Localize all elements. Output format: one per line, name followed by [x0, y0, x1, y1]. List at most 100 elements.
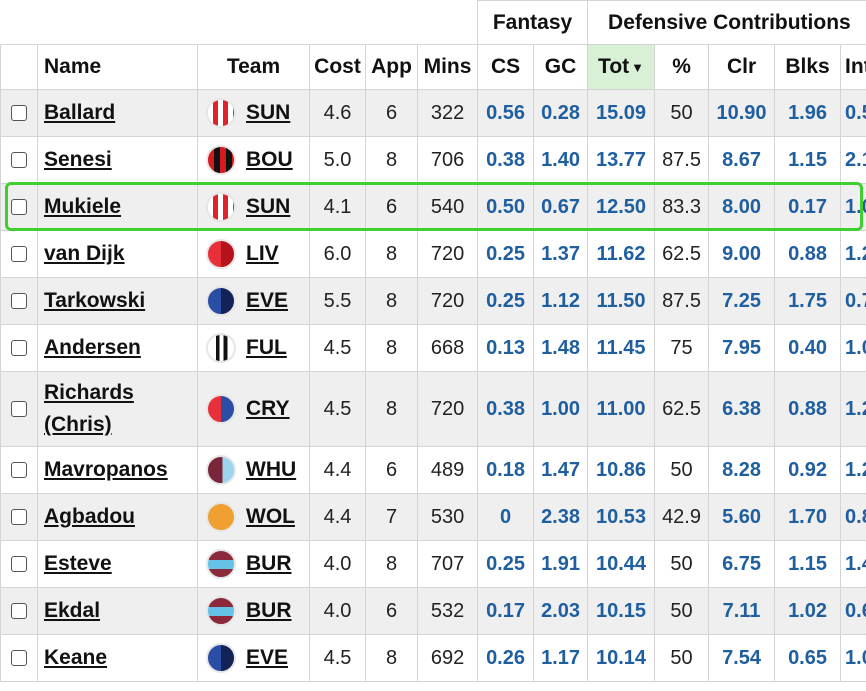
team-badge-icon	[206, 455, 236, 485]
player-name-link[interactable]: Richards (Chris)	[44, 381, 134, 436]
column-header-gc[interactable]: GC	[533, 44, 589, 90]
row-select-checkbox[interactable]	[11, 650, 27, 667]
table-header: Fantasy Defensive Contributions Name Tea…	[0, 0, 866, 90]
table-row[interactable]: Senesi BOU 5.0 8 706 0.38 1.40 13.77 87.5 8.67 1.1…	[0, 136, 866, 184]
table-row[interactable]: Andersen FUL 4.5 8 668 0.13 1.48 11.45 75 7.95 0.4…	[0, 324, 866, 372]
row-select-checkbox[interactable]	[11, 246, 27, 263]
cost-cell: 6.0	[309, 230, 366, 278]
row-select-checkbox[interactable]	[11, 603, 27, 620]
team-link[interactable]: SUN	[246, 101, 291, 124]
column-header-cost[interactable]: Cost	[309, 44, 366, 90]
cs-cell: 0.13	[477, 324, 535, 372]
tot-cell: 11.00	[587, 371, 656, 447]
player-name-link[interactable]: van Dijk	[44, 242, 125, 265]
column-header-blks[interactable]: Blks	[774, 44, 842, 90]
table-row[interactable]: Richards (Chris) CRY 4.5 8 720 0.38 1.00 11.00 6…	[0, 371, 866, 447]
team-link[interactable]: EVE	[246, 646, 289, 669]
blks-cell: 1.02	[774, 587, 842, 635]
row-select-cell	[0, 371, 38, 447]
table-row[interactable]: van Dijk LIV 6.0 8 720 0.25 1.37 11.62 62.5 9.00 0…	[0, 230, 866, 278]
player-name-link[interactable]: Ballard	[44, 101, 116, 124]
cost-cell: 4.4	[309, 446, 366, 494]
pct-cell: 62.5	[654, 371, 710, 447]
table-row[interactable]: Esteve BUR 4.0 8 707 0.25 1.91 10.44 50 6.75 1.15 1…	[0, 540, 866, 588]
team-link[interactable]: WHU	[246, 458, 297, 481]
table-row[interactable]: Agbadou WOL 4.4 7 530 0 2.38 10.53 42.9 5.60 1.70 0…	[0, 493, 866, 541]
column-header-cs[interactable]: CS	[477, 44, 535, 90]
table-row[interactable]: Ballard SUN 4.6 6 322 0.56 0.28 15.09 50 10.90 1.9…	[0, 89, 866, 137]
row-select-checkbox[interactable]	[11, 556, 27, 573]
column-header-team[interactable]: Team	[197, 44, 310, 90]
player-name-link[interactable]: Agbadou	[44, 505, 135, 528]
int-cell: 0.56	[840, 89, 866, 137]
team-link[interactable]: BUR	[246, 599, 292, 622]
table-row[interactable]: Tarkowski EVE 5.5 8 720 0.25 1.12 11.50 87.5 7.25…	[0, 277, 866, 325]
team-badge-icon	[206, 333, 236, 363]
team-link[interactable]: CRY	[246, 397, 290, 420]
clr-cell: 5.60	[708, 493, 776, 541]
app-cell: 8	[365, 324, 418, 372]
int-cell: 1.00	[840, 183, 866, 231]
team-link[interactable]: BUR	[246, 552, 292, 575]
team-link[interactable]: WOL	[246, 505, 295, 528]
int-cell: 0.75	[840, 277, 866, 325]
gc-cell: 1.47	[533, 446, 589, 494]
row-select-checkbox[interactable]	[11, 462, 27, 479]
table-row[interactable]: Keane EVE 4.5 8 692 0.26 1.17 10.14 50 7.54 0.65 1.…	[0, 634, 866, 682]
column-header-name[interactable]: Name	[37, 44, 198, 90]
team-link[interactable]: SUN	[246, 195, 291, 218]
clr-cell: 7.25	[708, 277, 776, 325]
player-name-cell: Richards (Chris)	[37, 371, 198, 447]
pct-cell: 75	[654, 324, 710, 372]
group-defensive-contributions: Defensive Contributions	[587, 0, 866, 45]
player-name-link[interactable]: Mavropanos	[44, 458, 168, 481]
column-header-int[interactable]: Int	[840, 44, 866, 90]
column-header-tot[interactable]: Tot ▼	[587, 44, 656, 90]
blks-cell: 0.65	[774, 634, 842, 682]
player-name-cell: Andersen	[37, 324, 198, 372]
table-row[interactable]: Ekdal BUR 4.0 6 532 0.17 2.03 10.15 50 7.11 1.02 0.…	[0, 587, 866, 635]
int-cell: 1.25	[840, 371, 866, 447]
player-name-link[interactable]: Ekdal	[44, 599, 101, 622]
app-cell: 8	[365, 277, 418, 325]
player-name-link[interactable]: Mukiele	[44, 195, 122, 218]
player-name-cell: Ekdal	[37, 587, 198, 635]
team-link[interactable]: EVE	[246, 289, 289, 312]
gc-cell: 1.37	[533, 230, 589, 278]
row-select-cell	[0, 634, 38, 682]
pct-cell: 50	[654, 634, 710, 682]
player-name-link[interactable]: Keane	[44, 646, 108, 669]
column-header-pct[interactable]: %	[654, 44, 710, 90]
player-name-link[interactable]: Andersen	[44, 336, 141, 359]
row-select-cell	[0, 446, 38, 494]
team-link[interactable]: FUL	[246, 336, 287, 359]
column-header-clr[interactable]: Clr	[708, 44, 776, 90]
player-name-link[interactable]: Esteve	[44, 552, 112, 575]
row-select-checkbox[interactable]	[11, 340, 27, 357]
cs-cell: 0.38	[477, 136, 535, 184]
player-name-link[interactable]: Senesi	[44, 148, 112, 171]
column-header-app[interactable]: App	[365, 44, 418, 90]
table-row[interactable]: Mukiele SUN 4.1 6 540 0.50 0.67 12.50 83.3 8.00 0.…	[0, 183, 866, 231]
row-select-checkbox[interactable]	[11, 509, 27, 526]
row-select-checkbox[interactable]	[11, 293, 27, 310]
app-cell: 8	[365, 230, 418, 278]
int-cell: 2.17	[840, 136, 866, 184]
column-header-mins[interactable]: Mins	[416, 44, 479, 90]
row-select-checkbox[interactable]	[11, 199, 27, 216]
team-link[interactable]: LIV	[246, 242, 279, 265]
row-select-checkbox[interactable]	[11, 105, 27, 122]
player-name-cell: Mavropanos	[37, 446, 198, 494]
team-link[interactable]: BOU	[246, 148, 293, 171]
int-cell: 1.04	[840, 634, 866, 682]
gc-cell: 2.03	[533, 587, 589, 635]
table-row[interactable]: Mavropanos WHU 4.4 6 489 0.18 1.47 10.86 50 8.28 0…	[0, 446, 866, 494]
clr-cell: 6.75	[708, 540, 776, 588]
row-select-checkbox[interactable]	[11, 401, 27, 418]
player-name-link[interactable]: Tarkowski	[44, 289, 146, 312]
app-cell: 6	[365, 587, 418, 635]
cs-cell: 0.17	[477, 587, 535, 635]
cs-cell: 0.56	[477, 89, 535, 137]
row-select-checkbox[interactable]	[11, 152, 27, 169]
